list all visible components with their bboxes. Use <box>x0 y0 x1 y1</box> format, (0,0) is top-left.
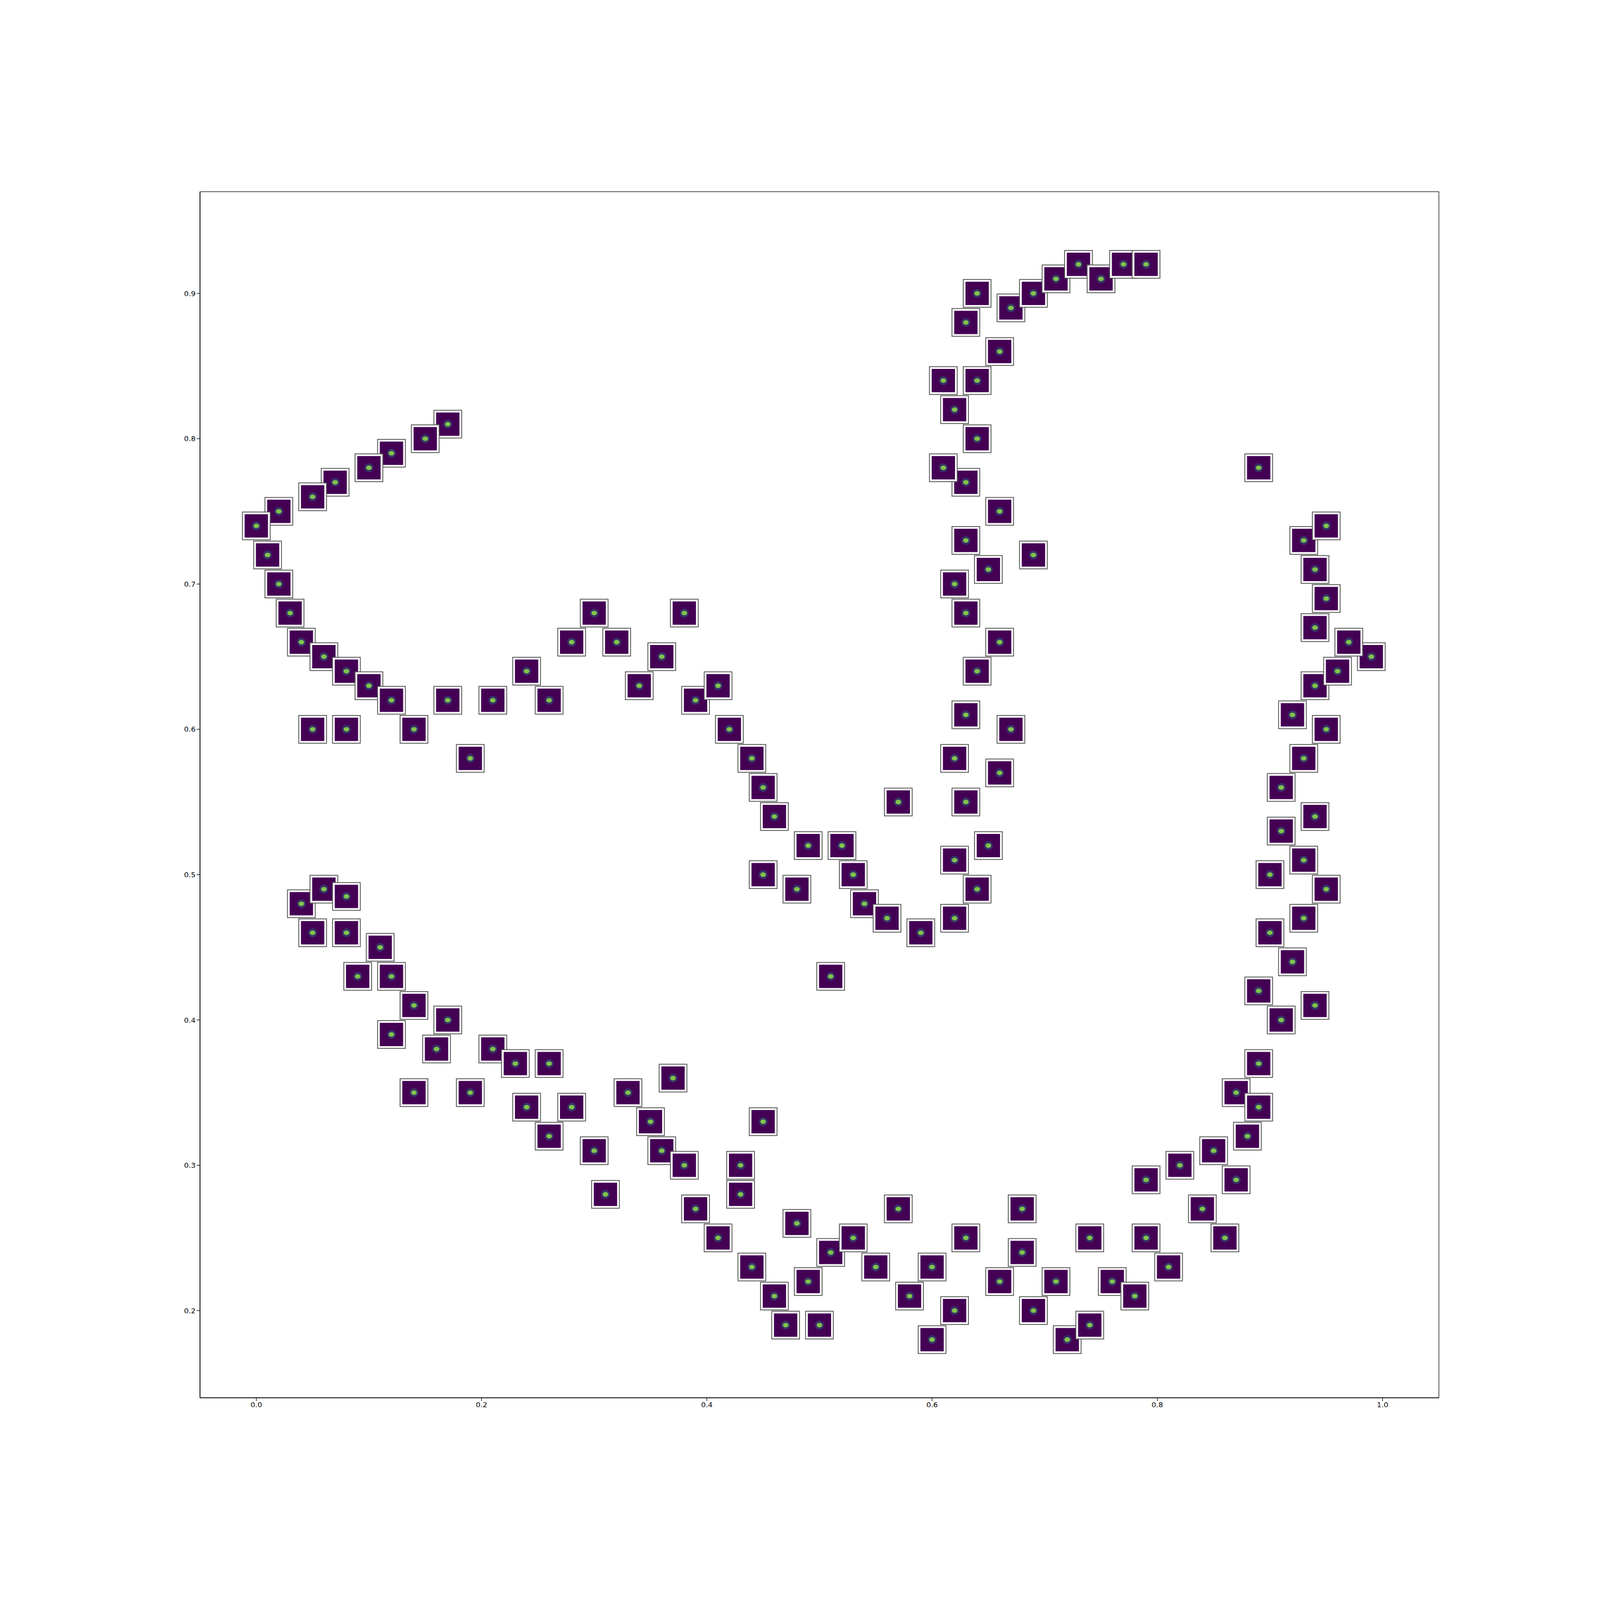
svg-text:0.8: 0.8 <box>183 434 196 443</box>
svg-text:0.8: 0.8 <box>1151 1400 1164 1409</box>
svg-text:0.5: 0.5 <box>183 870 196 879</box>
svg-text:0.6: 0.6 <box>926 1400 938 1409</box>
svg-text:0.2: 0.2 <box>475 1400 488 1409</box>
svg-text:0.0: 0.0 <box>250 1400 263 1409</box>
svg-text:0.4: 0.4 <box>183 1016 196 1025</box>
svg-text:0.9: 0.9 <box>183 289 196 298</box>
svg-text:0.7: 0.7 <box>183 580 196 589</box>
svg-text:0.6: 0.6 <box>183 725 196 734</box>
svg-text:0.4: 0.4 <box>701 1400 713 1409</box>
svg-text:0.3: 0.3 <box>183 1161 196 1170</box>
svg-text:0.2: 0.2 <box>183 1306 196 1315</box>
svg-text:1.0: 1.0 <box>1376 1400 1389 1409</box>
